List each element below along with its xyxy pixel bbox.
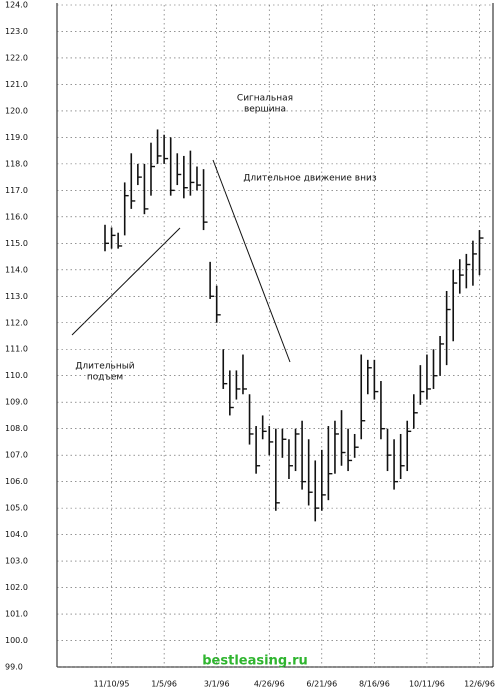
y-tick-label: 118.0 [5, 159, 28, 168]
y-tick-label: 104.0 [5, 530, 28, 539]
y-tick-label: 115.0 [5, 239, 28, 248]
annotation: вершина [244, 105, 286, 115]
x-tick-label: 12/6/96 [464, 680, 495, 689]
x-tick-label: 1/5/96 [151, 680, 177, 689]
y-tick-label: 124.0 [5, 1, 28, 10]
x-tick-label: 8/16/96 [359, 680, 390, 689]
y-tick-label: 114.0 [5, 265, 28, 274]
y-tick-label: 123.0 [5, 27, 28, 36]
trend-line [212, 159, 291, 363]
y-tick-label: 101.0 [5, 610, 28, 619]
annotation: подъем [87, 373, 123, 383]
x-tick-label: 10/11/96 [409, 680, 445, 689]
y-tick-label: 103.0 [5, 557, 28, 566]
y-tick-label: 109.0 [5, 398, 28, 407]
y-tick-label: 112.0 [5, 318, 28, 327]
y-tick-label: 99.0 [5, 663, 23, 672]
y-tick-label: 120.0 [5, 106, 28, 115]
x-tick-label: 11/10/95 [94, 680, 130, 689]
y-tick-label: 116.0 [5, 212, 28, 221]
y-tick-label: 119.0 [5, 133, 28, 142]
y-tick-label: 107.0 [5, 451, 28, 460]
y-tick-label: 117.0 [5, 186, 28, 195]
x-tick-label: 6/21/96 [306, 680, 337, 689]
annotation: Сигнальная [237, 94, 293, 104]
y-tick-label: 110.0 [5, 371, 28, 380]
x-tick-label: 3/1/96 [204, 680, 230, 689]
x-tick-label: 4/26/96 [254, 680, 285, 689]
y-tick-label: 111.0 [5, 345, 28, 354]
annotation: Длительное движение вниз [243, 174, 376, 184]
y-tick-label: 113.0 [5, 292, 28, 301]
y-tick-label: 102.0 [5, 583, 28, 592]
annotation: Длительный [75, 362, 134, 372]
y-tick-label: 121.0 [5, 80, 28, 89]
y-tick-label: 122.0 [5, 53, 28, 62]
y-tick-label: 105.0 [5, 504, 28, 513]
y-tick-label: 100.0 [5, 636, 28, 645]
trend-line [71, 227, 181, 336]
y-tick-label: 108.0 [5, 424, 28, 433]
watermark: bestleasing.ru [202, 654, 307, 669]
y-tick-label: 106.0 [5, 477, 28, 486]
